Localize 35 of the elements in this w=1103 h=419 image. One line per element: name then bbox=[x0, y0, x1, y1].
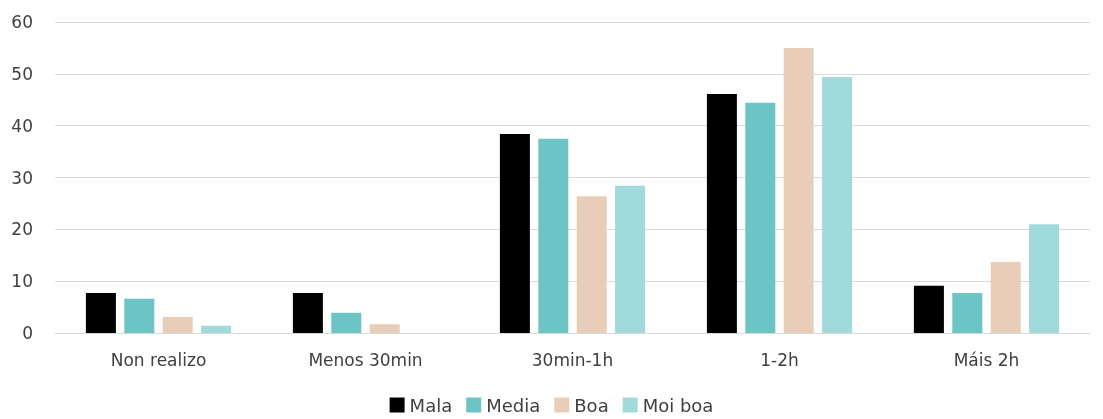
bar bbox=[576, 196, 607, 333]
bar bbox=[745, 102, 776, 333]
legend-label: Media bbox=[486, 394, 541, 416]
bar bbox=[331, 312, 362, 333]
x-tick-label: Máis 2h bbox=[953, 349, 1020, 370]
bar bbox=[538, 138, 569, 333]
bar bbox=[369, 324, 400, 333]
bar bbox=[783, 47, 814, 333]
y-tick-label: 20 bbox=[11, 219, 33, 240]
bar bbox=[124, 298, 155, 333]
y-tick-label: 10 bbox=[11, 271, 33, 292]
y-tick-label: 0 bbox=[22, 323, 33, 343]
bar bbox=[615, 185, 646, 333]
y-tick-label: 40 bbox=[11, 115, 33, 136]
bar bbox=[292, 293, 323, 333]
bar bbox=[162, 316, 193, 333]
bar bbox=[1029, 224, 1060, 333]
y-tick-label: 50 bbox=[11, 63, 33, 84]
bar bbox=[706, 94, 737, 333]
bar bbox=[913, 285, 944, 333]
y-tick-label: 60 bbox=[11, 12, 33, 32]
bar bbox=[85, 293, 116, 333]
bar bbox=[990, 261, 1021, 333]
bar bbox=[499, 133, 530, 333]
bar bbox=[952, 293, 983, 333]
x-tick-label: Menos 30min bbox=[308, 349, 423, 370]
x-tick-label: Non realizo bbox=[110, 349, 207, 370]
legend-label: Moi boa bbox=[642, 394, 714, 416]
x-tick-label: 1-2h bbox=[760, 349, 799, 370]
bar bbox=[201, 325, 232, 333]
legend-label: Boa bbox=[574, 394, 609, 416]
x-tick-label: 30min-1h bbox=[531, 349, 614, 370]
legend-label: Mala bbox=[409, 394, 453, 416]
y-tick-label: 30 bbox=[11, 167, 33, 188]
bar bbox=[822, 76, 853, 333]
